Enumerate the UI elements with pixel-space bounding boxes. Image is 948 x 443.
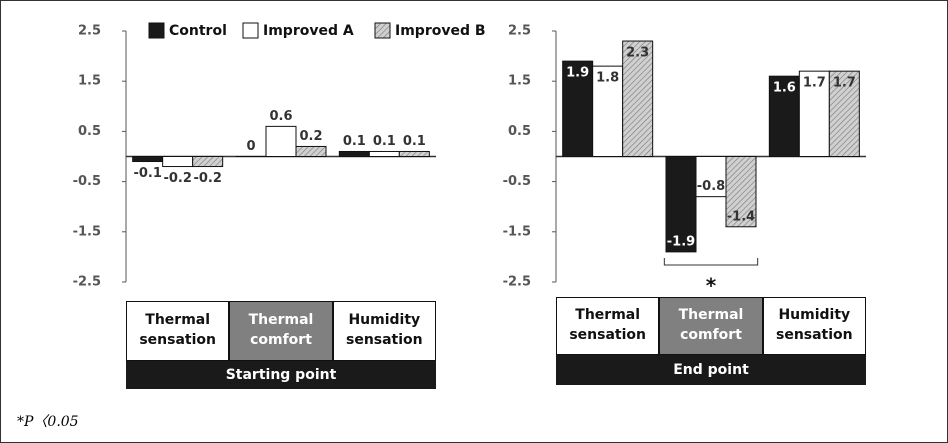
bar <box>368 150 400 157</box>
y-tick-label: 2.5 <box>78 24 101 39</box>
bracket <box>663 258 759 266</box>
category-box: Thermal comfort <box>659 297 763 355</box>
category-box: Thermal sensation <box>126 301 230 361</box>
value-label: 0 <box>246 139 255 154</box>
bar <box>338 150 370 157</box>
y-tick-label: -0.5 <box>503 174 531 189</box>
y-tick-label: 2.5 <box>508 24 531 39</box>
category-box: Humidity sensation <box>332 301 436 361</box>
value-label: -0.2 <box>193 171 221 186</box>
bar <box>562 60 594 157</box>
legend-label: Control <box>169 23 227 39</box>
category-box: Thermal comfort <box>229 301 333 361</box>
legend-swatch <box>374 22 391 39</box>
y-tick-label: -0.5 <box>73 174 101 189</box>
value-label: 2.3 <box>626 46 649 61</box>
group-label: End point <box>556 355 866 385</box>
legend-label: Improved B <box>395 23 486 39</box>
bar <box>192 156 224 168</box>
value-label: -0.1 <box>133 166 161 181</box>
value-label: 0.6 <box>269 109 292 124</box>
bar <box>622 40 654 157</box>
category-box: Thermal sensation <box>556 297 660 355</box>
bar <box>592 65 624 157</box>
y-tick-label: -2.5 <box>503 275 531 290</box>
value-label: -1.4 <box>727 209 755 224</box>
bar <box>132 156 164 163</box>
y-tick-label: -1.5 <box>73 224 101 239</box>
y-tick-label: 1.5 <box>508 74 531 89</box>
y-tick-label: 0.5 <box>508 124 531 139</box>
value-label: 1.7 <box>803 76 826 91</box>
bar <box>265 125 297 157</box>
value-label: -1.9 <box>667 234 695 249</box>
bar <box>768 75 800 157</box>
value-label: -0.8 <box>697 179 725 194</box>
bar <box>295 145 327 158</box>
y-tick-label: 1.5 <box>78 74 101 89</box>
y-tick-label: 0.5 <box>78 124 101 139</box>
group-label: Starting point <box>126 361 436 389</box>
legend-label: Improved A <box>263 23 354 39</box>
value-label: 0.1 <box>343 134 366 149</box>
value-label: -0.2 <box>163 171 191 186</box>
bar <box>725 156 757 228</box>
legend-swatch <box>148 22 165 39</box>
footnote: *P〈0.05 <box>17 414 79 430</box>
bar <box>398 150 430 157</box>
y-tick-label: -1.5 <box>503 224 531 239</box>
y-tick-label: -2.5 <box>73 275 101 290</box>
category-box: Humidity sensation <box>762 297 866 355</box>
value-label: 1.6 <box>773 81 796 96</box>
legend-swatch <box>242 22 259 39</box>
bar <box>828 70 860 157</box>
bar <box>162 156 194 168</box>
value-label: 0.2 <box>299 129 322 144</box>
bar <box>665 156 697 253</box>
value-label: 1.9 <box>566 66 589 81</box>
annotation: * <box>706 274 717 298</box>
value-label: 0.1 <box>403 134 426 149</box>
value-label: 1.7 <box>833 76 856 91</box>
value-label: 0.1 <box>373 134 396 149</box>
value-label: 1.8 <box>596 71 619 86</box>
